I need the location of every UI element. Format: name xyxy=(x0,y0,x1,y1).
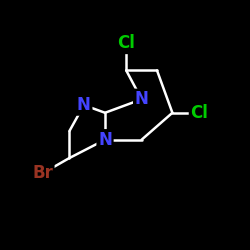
Text: N: N xyxy=(135,90,148,108)
Text: N: N xyxy=(77,96,91,114)
Text: N: N xyxy=(98,131,112,149)
Text: Cl: Cl xyxy=(190,104,208,122)
Text: Cl: Cl xyxy=(117,34,135,52)
Text: Br: Br xyxy=(32,164,53,182)
